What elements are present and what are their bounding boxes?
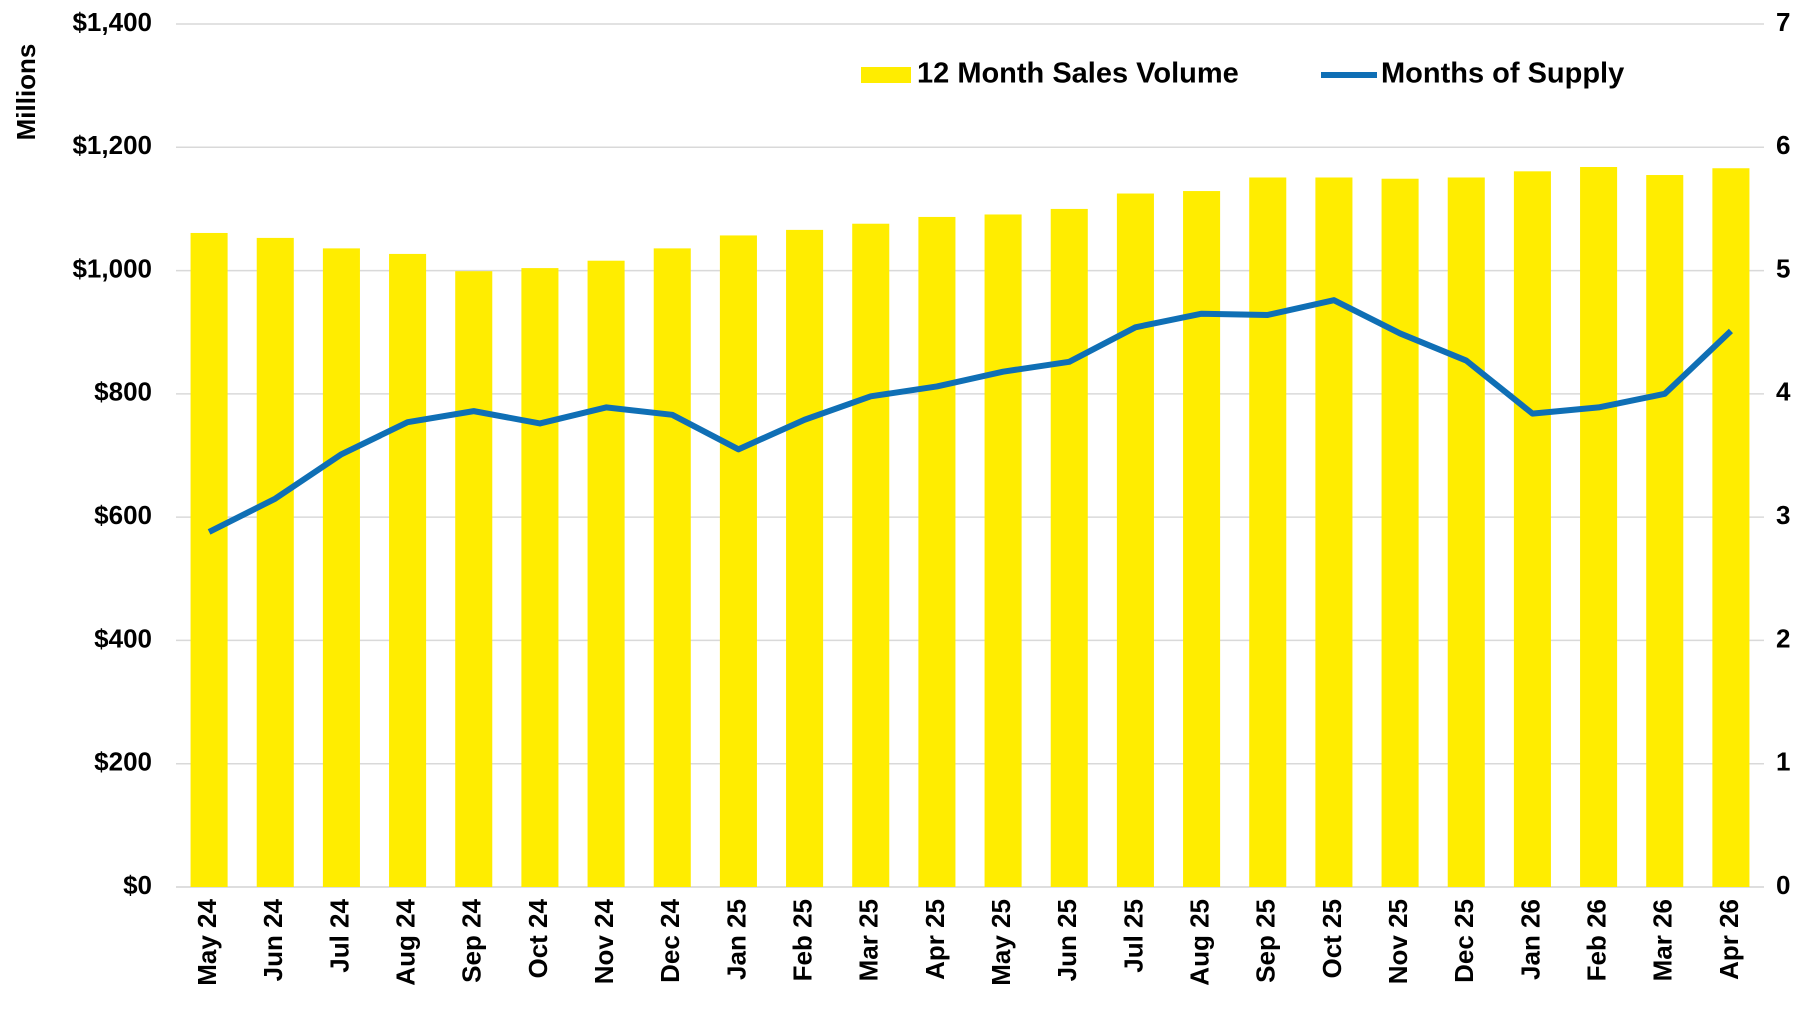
y2-tick-label: 0 [1776, 870, 1790, 900]
y2-tick-label: 7 [1776, 7, 1790, 37]
x-tick-label: Jun 24 [258, 898, 288, 981]
bar [256, 237, 294, 888]
bar [322, 248, 360, 887]
y2-tick-label: 1 [1776, 747, 1790, 777]
x-tick-label: Jul 24 [324, 898, 354, 972]
bar [1646, 175, 1684, 887]
x-tick-label: Dec 25 [1449, 899, 1479, 983]
x-tick-label: Nov 24 [589, 898, 619, 984]
bar [587, 260, 625, 887]
x-tick-label: Dec 24 [655, 898, 685, 982]
bar [1447, 177, 1485, 887]
bar [1580, 167, 1618, 888]
legend-label: 12 Month Sales Volume [917, 58, 1239, 90]
x-tick-label: Nov 25 [1383, 899, 1413, 984]
y2-tick-label: 4 [1776, 377, 1791, 407]
y-axis-label: Millions [11, 44, 41, 141]
bar [1183, 191, 1221, 888]
y-tick-label: $1,200 [72, 130, 152, 160]
bar [1381, 178, 1419, 887]
bar [1050, 208, 1088, 887]
line [207, 297, 1733, 535]
x-tick-label: Sep 25 [1251, 899, 1281, 983]
x-tick-label: Mar 26 [1648, 899, 1678, 981]
legend-swatch [861, 67, 911, 83]
bar [719, 235, 757, 887]
x-tick-label: Aug 24 [390, 898, 420, 985]
y2-tick-label: 6 [1776, 130, 1790, 160]
x-tick-label: May 25 [986, 899, 1016, 986]
bar [1116, 193, 1154, 888]
y-tick-label: $400 [94, 623, 152, 653]
x-tick-label: Oct 25 [1317, 899, 1347, 979]
y-tick-label: $1,400 [72, 7, 152, 37]
x-tick-label: Sep 24 [457, 898, 487, 982]
x-tick-label: Aug 25 [1184, 899, 1214, 986]
y-tick-label: $800 [94, 377, 152, 407]
x-tick-label: Mar 25 [854, 899, 884, 981]
x-tick-label: Oct 24 [523, 898, 553, 978]
x-tick-label: May 24 [192, 898, 222, 985]
bar [389, 253, 427, 887]
x-tick-label: Apr 25 [920, 899, 950, 980]
y-tick-label: $600 [94, 500, 152, 530]
y-tick-label: $1,000 [72, 253, 152, 283]
legend-label: Months of Supply [1381, 58, 1624, 90]
bar [918, 216, 956, 887]
y2-tick-label: 3 [1776, 500, 1790, 530]
bar [786, 229, 824, 887]
bar [1249, 177, 1287, 887]
bar [653, 248, 691, 887]
bar [1315, 177, 1353, 887]
bar [1712, 168, 1750, 888]
x-tick-label: Jan 26 [1515, 899, 1545, 980]
x-tick-label: Feb 26 [1581, 899, 1611, 981]
y2-tick-label: 5 [1776, 253, 1790, 283]
bar [455, 271, 493, 887]
y2-tick-label: 2 [1776, 623, 1790, 653]
bar [984, 214, 1022, 887]
bar [521, 268, 559, 887]
bar [1513, 171, 1551, 888]
y-tick-label: $0 [123, 870, 152, 900]
x-tick-label: Jul 25 [1118, 899, 1148, 973]
x-tick-label: Jun 25 [1052, 899, 1082, 981]
x-tick-label: Jan 25 [721, 899, 751, 980]
bar [852, 223, 890, 888]
x-tick-label: Feb 25 [787, 899, 817, 981]
x-tick-label: Apr 26 [1714, 899, 1744, 980]
bar [190, 232, 228, 887]
y-tick-label: $200 [94, 747, 152, 777]
